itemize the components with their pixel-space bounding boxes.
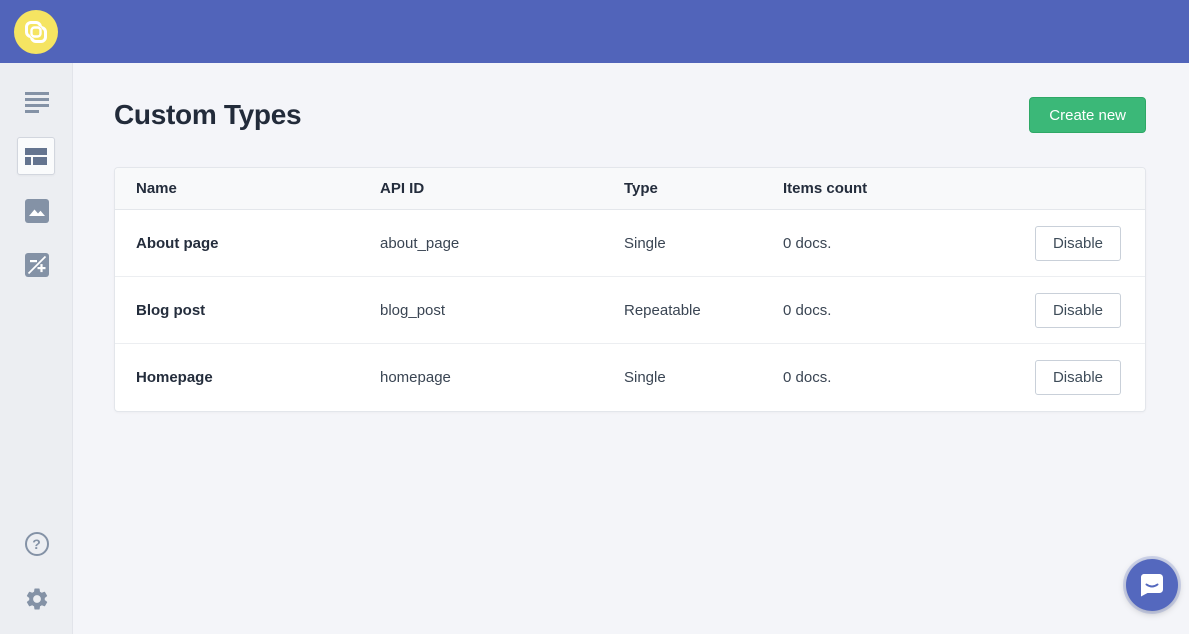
row-api-id: about_page	[380, 234, 460, 252]
row-name: Homepage	[136, 369, 213, 386]
sidebar-item-adjustments[interactable]	[0, 253, 73, 277]
disable-button[interactable]: Disable	[1034, 360, 1121, 395]
app-logo[interactable]	[14, 10, 58, 54]
row-api-id: blog_post	[380, 301, 446, 319]
table-row[interactable]: Blog post blog_post Repeatable 0 docs. D…	[115, 277, 1145, 344]
main-content: Custom Types Create new Name API ID Type…	[74, 63, 1189, 634]
page-title: Custom Types	[114, 99, 302, 130]
disable-button[interactable]: Disable	[1034, 225, 1121, 261]
exposure-adjust-icon	[24, 253, 49, 277]
row-name: About page	[136, 234, 219, 252]
disable-button[interactable]: Disable	[1034, 292, 1121, 328]
chat-launcher-button[interactable]	[1126, 559, 1178, 611]
help-icon[interactable]: ?	[24, 532, 49, 556]
table-row[interactable]: About page about_page Single 0 docs. Dis…	[115, 210, 1145, 277]
row-items-count: 0 docs.	[783, 234, 832, 252]
header-name: Name	[136, 180, 177, 197]
row-type: Single	[624, 234, 666, 252]
top-bar	[0, 0, 1189, 63]
table-row[interactable]: Homepage homepage Single 0 docs. Disable	[115, 344, 1145, 411]
row-items-count: 0 docs.	[783, 369, 832, 386]
row-api-id: homepage	[380, 369, 451, 386]
custom-types-table: Name API ID Type Items count About page …	[114, 167, 1146, 412]
documents-list-icon	[24, 91, 49, 113]
sidebar-item-media-library[interactable]	[0, 199, 73, 223]
header-items-count: Items count	[783, 180, 868, 197]
header-api-id: API ID	[380, 180, 425, 197]
chat-bubble-icon	[1139, 572, 1165, 598]
sidebar-item-documents[interactable]	[0, 91, 73, 113]
header-type: Type	[624, 180, 658, 197]
help-question-glyph: ?	[32, 536, 41, 552]
prismic-logo-icon	[22, 18, 50, 46]
row-items-count: 0 docs.	[783, 301, 832, 319]
row-type: Repeatable	[624, 301, 701, 319]
custom-types-layout-icon	[25, 147, 47, 165]
create-new-button[interactable]: Create new	[1029, 97, 1146, 133]
row-name: Blog post	[136, 301, 206, 319]
settings-gear-icon[interactable]	[0, 586, 73, 612]
image-icon	[24, 199, 49, 223]
sidebar-item-custom-types[interactable]	[17, 137, 55, 175]
table-header-row: Name API ID Type Items count	[115, 168, 1145, 210]
sidebar-nav: ?	[0, 63, 73, 634]
row-type: Single	[624, 369, 666, 386]
